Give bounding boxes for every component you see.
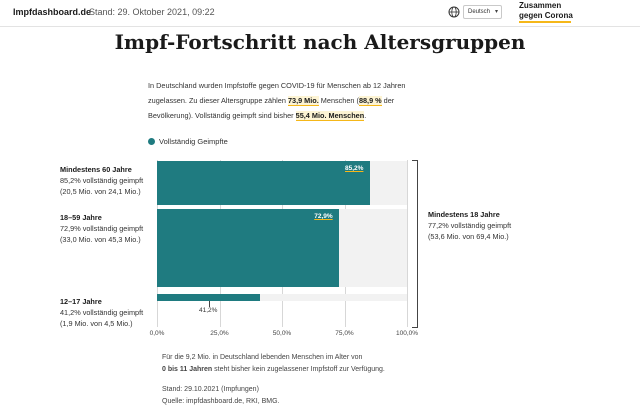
- chevron-down-icon: ▾: [494, 9, 498, 15]
- language-select[interactable]: Deutsch ▾: [463, 5, 502, 19]
- bar-mindestens-60-jahre: [157, 161, 370, 205]
- brand-link[interactable]: Impfdashboard.de: [13, 7, 92, 17]
- group-title: 18–59 Jahre: [60, 213, 102, 222]
- bar-value-label: 41,2%: [199, 307, 218, 314]
- gridline: [407, 160, 408, 327]
- chart-legend: Vollständig Geimpfte: [148, 137, 228, 146]
- footnote-line-1: Für die 9,2 Mio. in Deutschland lebenden…: [162, 354, 363, 361]
- legend-label: Vollständig Geimpfte: [159, 137, 228, 146]
- logo-line-2: gegen Corona: [519, 11, 573, 20]
- footnote-line-2: steht bisher kein zugelassener Impfstoff…: [212, 366, 385, 373]
- globe-icon: [448, 6, 460, 18]
- intro-part-3: der Bevölkerung). Vollständig geimpft si…: [148, 96, 395, 120]
- x-tick-label: 100,0%: [395, 330, 419, 337]
- logo-line-1: Zusammen: [519, 1, 562, 10]
- adult-bracket: [412, 160, 418, 328]
- bar-track-12-17-jahre: [157, 294, 407, 301]
- legend-swatch: [148, 138, 155, 145]
- group-detail: (33,0 Mio. von 45,3 Mio.): [60, 235, 141, 244]
- intro-part-2: Menschen (: [318, 96, 359, 105]
- group-title: Mindestens 60 Jahre: [60, 165, 132, 174]
- adult-summary-line-1: 77,2% vollständig geimpft: [428, 221, 512, 230]
- group-detail: 85,2% vollständig geimpft: [60, 176, 144, 185]
- intro-part-4: .: [364, 111, 367, 120]
- intro-highlight-population: 73,9 Mio.: [287, 96, 319, 106]
- zusammen-gegen-corona-logo[interactable]: Zusammen gegen Corona: [519, 1, 589, 23]
- bar-12-17-jahre: [157, 294, 260, 301]
- adult-summary: Mindestens 18 Jahre 77,2% vollständig ge…: [428, 209, 511, 242]
- page-title: Impf-Fortschritt nach Altersgruppen: [114, 30, 526, 54]
- value-leader-line: [209, 301, 210, 307]
- stand-note: Stand: 29.10.2021 (Impfungen): [162, 386, 259, 393]
- intro-highlight-percent: 88,9 %: [358, 96, 382, 106]
- stand-timestamp: Stand: 29. Oktober 2021, 09:22: [89, 7, 215, 17]
- logo-underline: [519, 21, 571, 23]
- bar-18-59-jahre: [157, 209, 340, 287]
- x-tick-label: 0,0%: [149, 330, 165, 337]
- group-title: 12–17 Jahre: [60, 297, 102, 306]
- top-bar: Impfdashboard.de Stand: 29. Oktober 2021…: [0, 0, 640, 27]
- adult-summary-line-2: (53,6 Mio. von 69,4 Mio.): [428, 232, 509, 241]
- group-detail: (1,9 Mio. von 4,5 Mio.): [60, 319, 133, 328]
- bar-value-label: 85,2%: [345, 165, 364, 172]
- intro-text: In Deutschland wurden Impfstoffe gegen C…: [148, 78, 428, 123]
- x-tick-label: 75,0%: [335, 330, 354, 337]
- bar-value-label: 72,9%: [314, 213, 333, 220]
- source-note: Quelle: impfdashboard.de, RKI, BMG.: [162, 398, 280, 405]
- adult-summary-title: Mindestens 18 Jahre: [428, 210, 500, 219]
- group-label-12-17-jahre: 12–17 Jahre 41,2% vollständig geimpft (1,9…: [60, 296, 143, 329]
- footnote-bold: 0 bis 11 Jahren: [162, 366, 213, 373]
- intro-part-1: In Deutschland wurden Impfstoffe gegen C…: [148, 81, 406, 105]
- footnote-text: Für die 9,2 Mio. in Deutschland lebenden…: [162, 352, 385, 376]
- x-tick-label: 50,0%: [272, 330, 292, 337]
- group-label-18-59-jahre: 18–59 Jahre 72,9% vollständig geimpft (33,…: [60, 212, 143, 245]
- group-detail: (20,5 Mio. von 24,1 Mio.): [60, 187, 141, 196]
- group-label-mindestens-60-jahre: Mindestens 60 Jahre 85,2% vollständig gei…: [60, 164, 143, 197]
- group-detail: 72,9% vollständig geimpft: [60, 224, 144, 233]
- group-detail: 41,2% vollständig geimpft: [60, 308, 144, 317]
- language-select-value: Deutsch: [468, 9, 491, 15]
- intro-highlight-vaccinated: 55,4 Mio. Menschen: [295, 111, 365, 121]
- x-tick-label: 25,0%: [210, 330, 229, 337]
